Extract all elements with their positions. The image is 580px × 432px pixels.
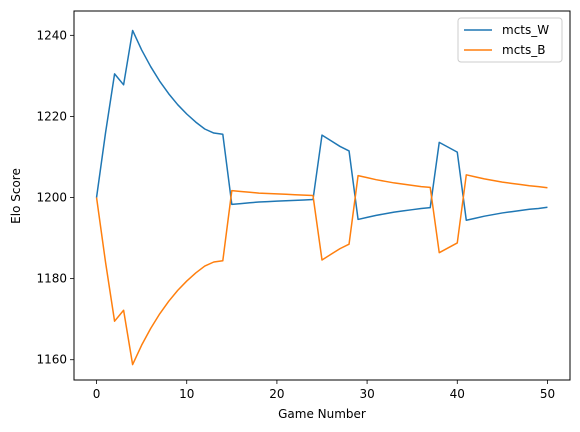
y-tick-label: 1200: [36, 191, 67, 205]
y-axis: 1160 1180 1200 1220 1240: [36, 28, 74, 367]
legend-label-mcts_W: mcts_W: [502, 23, 549, 37]
x-tick-label: 0: [93, 387, 101, 401]
y-tick-label: 1180: [36, 272, 67, 286]
x-tick-label: 50: [540, 387, 555, 401]
x-axis-label: Game Number: [278, 407, 366, 421]
legend-label-mcts_B: mcts_B: [502, 43, 545, 57]
x-axis: 0 10 20 30 40 50: [93, 380, 555, 401]
plot-content: [95, 29, 548, 366]
legend-box: [457, 17, 563, 63]
plot-frame: [73, 10, 571, 381]
series-line-mcts_W: [95, 29, 548, 221]
y-tick-label: 1240: [36, 28, 67, 42]
y-tick-label: 1220: [36, 109, 67, 123]
x-tick-label: 40: [450, 387, 465, 401]
y-tick-label: 1160: [36, 353, 67, 367]
x-tick-label: 30: [359, 387, 374, 401]
series-line-mcts_B: [95, 174, 548, 366]
legend: mcts_W mcts_B: [457, 17, 563, 63]
x-tick-label: 10: [179, 387, 194, 401]
y-axis-label: Elo Score: [9, 168, 23, 224]
x-tick-label: 20: [269, 387, 284, 401]
